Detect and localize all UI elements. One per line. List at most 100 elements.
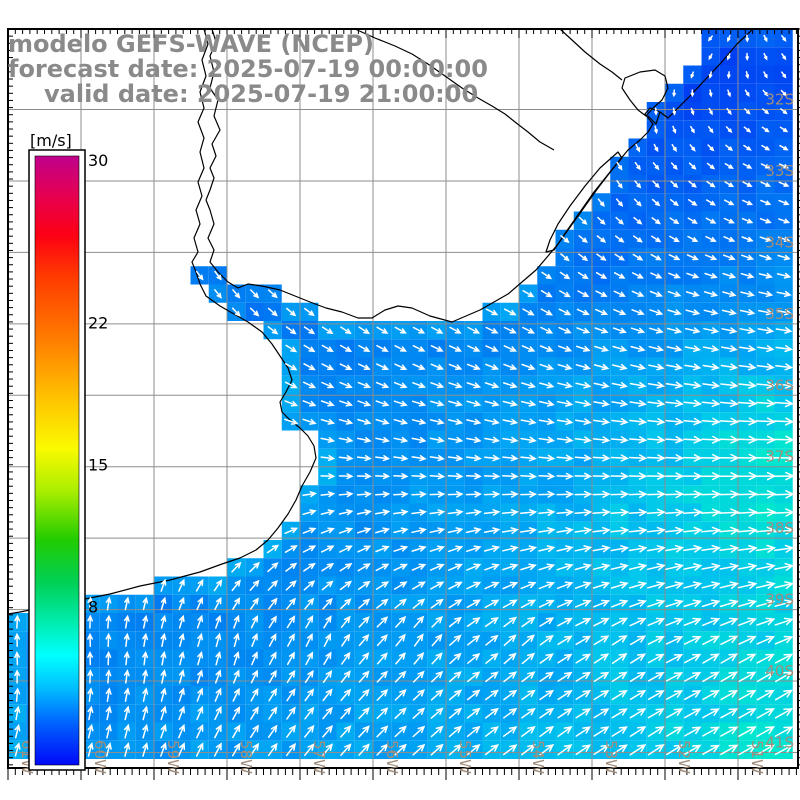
wind-arrow xyxy=(646,472,666,480)
wind-arrow xyxy=(87,723,94,739)
wind-arrow xyxy=(628,436,648,444)
wind-arrow xyxy=(556,472,574,480)
wind-arrow xyxy=(683,599,703,608)
wind-arrow xyxy=(249,561,260,573)
wind-arrow xyxy=(683,544,703,553)
wind-arrow xyxy=(756,363,775,371)
wind-arrow xyxy=(195,578,204,592)
wind-arrow xyxy=(720,653,738,664)
wind-arrow xyxy=(105,687,112,702)
wind-arrow xyxy=(466,418,482,425)
wind-arrow xyxy=(687,199,698,206)
wind-arrow xyxy=(503,689,518,701)
wind-arrow xyxy=(14,687,21,702)
wind-arrow xyxy=(538,545,556,553)
wind-arrow xyxy=(320,436,336,443)
wind-arrow xyxy=(430,598,444,609)
wind-arrow xyxy=(629,690,647,701)
wind-arrow xyxy=(647,708,665,719)
wind-arrow xyxy=(723,199,735,206)
wind-arrow xyxy=(654,107,658,116)
wind-arrow xyxy=(781,35,787,42)
wind-arrow xyxy=(411,563,427,571)
wind-arrow xyxy=(775,326,793,334)
wind-arrow xyxy=(594,345,610,352)
wind-arrow xyxy=(690,89,695,98)
wind-arrow xyxy=(646,563,666,571)
wind-arrow xyxy=(215,632,222,648)
wind-arrow xyxy=(725,144,734,152)
wind-arrow xyxy=(520,599,537,609)
wind-arrow xyxy=(703,291,719,297)
wind-arrow xyxy=(702,690,720,701)
longitude-label: 60W xyxy=(91,740,109,774)
wind-arrow xyxy=(737,581,758,590)
wind-arrow xyxy=(302,545,317,553)
wind-arrow xyxy=(304,688,315,702)
wind-arrow xyxy=(411,545,427,552)
wind-arrow xyxy=(556,400,574,407)
wind-arrow xyxy=(557,345,573,352)
wind-arrow xyxy=(706,162,716,170)
wind-arrow xyxy=(339,363,353,370)
wind-arrow xyxy=(375,418,390,425)
wind-arrow xyxy=(214,705,222,721)
wind-arrow xyxy=(431,670,444,683)
wind-arrow xyxy=(485,308,499,316)
wind-arrow xyxy=(284,381,298,389)
wind-arrow xyxy=(574,563,592,571)
wind-arrow xyxy=(465,527,482,534)
wind-arrow xyxy=(779,144,789,151)
wind-arrow xyxy=(560,235,570,244)
wind-arrow xyxy=(466,725,481,738)
wind-arrow xyxy=(670,180,679,189)
wind-arrow xyxy=(338,491,354,498)
wind-arrow xyxy=(394,670,407,683)
wind-arrow xyxy=(759,236,773,242)
wind-arrow xyxy=(593,689,610,701)
wind-arrow xyxy=(723,236,736,242)
wind-arrow xyxy=(302,418,317,425)
wind-arrow xyxy=(755,508,777,517)
wind-arrow xyxy=(339,344,353,353)
wind-arrow xyxy=(430,382,445,389)
wind-arrow xyxy=(14,669,21,684)
wind-arrow xyxy=(701,526,722,535)
wind-arrow xyxy=(701,581,721,589)
wind-arrow xyxy=(466,671,481,683)
wind-arrow xyxy=(652,162,660,171)
wind-arrow xyxy=(196,669,204,684)
latitude-label: 40S xyxy=(765,662,794,680)
wind-arrow xyxy=(178,614,185,629)
wind-arrow xyxy=(629,418,648,426)
wind-arrow xyxy=(105,614,112,629)
wind-arrow xyxy=(358,344,371,353)
wind-arrow xyxy=(773,526,795,535)
wind-arrow xyxy=(413,615,425,629)
wind-arrow xyxy=(672,107,677,116)
wind-arrow xyxy=(484,744,499,756)
wind-arrow xyxy=(666,327,683,334)
wind-arrow xyxy=(412,725,426,738)
wind-arrow xyxy=(665,654,684,664)
wind-arrow xyxy=(521,652,536,665)
wind-arrow xyxy=(142,614,149,629)
wind-arrow xyxy=(393,436,409,443)
wind-arrow xyxy=(429,509,446,516)
wind-arrow xyxy=(778,199,790,206)
wind-arrow xyxy=(357,563,371,572)
wind-arrow xyxy=(231,561,242,573)
wind-arrow xyxy=(484,689,499,701)
wind-arrow xyxy=(744,89,750,97)
wind-arrow xyxy=(611,635,628,646)
wind-arrow xyxy=(430,725,444,738)
wind-arrow xyxy=(702,708,720,719)
wind-arrow xyxy=(596,235,607,243)
wind-arrow xyxy=(539,345,554,352)
wind-arrow xyxy=(632,272,644,279)
wind-arrow xyxy=(684,744,702,755)
wind-arrow xyxy=(557,382,573,389)
wind-arrow xyxy=(702,345,720,353)
wind-arrow xyxy=(593,418,611,426)
